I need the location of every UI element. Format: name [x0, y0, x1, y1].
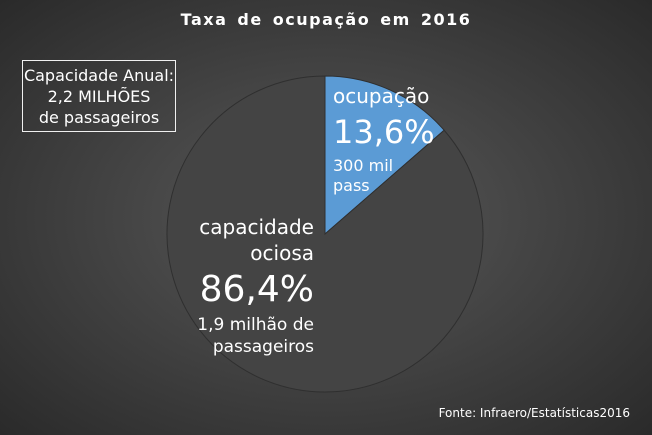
occupancy-detail: 300 mil pass: [333, 156, 393, 196]
pie-slice-occupancy: [324, 75, 445, 236]
occupancy-detail-line-1: 300 mil: [333, 156, 394, 175]
idle-capacity-detail-line-2: passageiros: [212, 337, 314, 357]
occupancy-label: ocupação: [333, 84, 430, 108]
idle-capacity-label: capacidade ociosa: [199, 214, 314, 266]
pie-slice-idle-capacity: [166, 75, 484, 393]
idle-capacity-percent-label: 86,4%: [199, 269, 314, 310]
annual-capacity-line-1: Capacidade Anual:: [23, 66, 175, 85]
chart-title: Taxa de ocupação em 2016: [180, 10, 472, 29]
occupancy-detail-line-2: pass: [333, 176, 370, 195]
idle-capacity-detail-line-1: 1,9 milhão de: [197, 315, 314, 335]
idle-capacity-label-line-1: capacidade: [199, 215, 314, 239]
source-note: Fonte: Infraero/Estatísticas2016: [438, 406, 630, 420]
annual-capacity-box: Capacidade Anual: 2,2 MILHÕES de passage…: [22, 60, 176, 132]
annual-capacity-line-3: de passageiros: [38, 108, 160, 127]
occupancy-percent-label: 13,6%: [333, 113, 435, 151]
idle-capacity-detail: 1,9 milhão de passageiros: [197, 314, 314, 358]
idle-capacity-label-line-2: ociosa: [250, 241, 314, 265]
annual-capacity-line-2: 2,2 MILHÕES: [47, 87, 151, 106]
